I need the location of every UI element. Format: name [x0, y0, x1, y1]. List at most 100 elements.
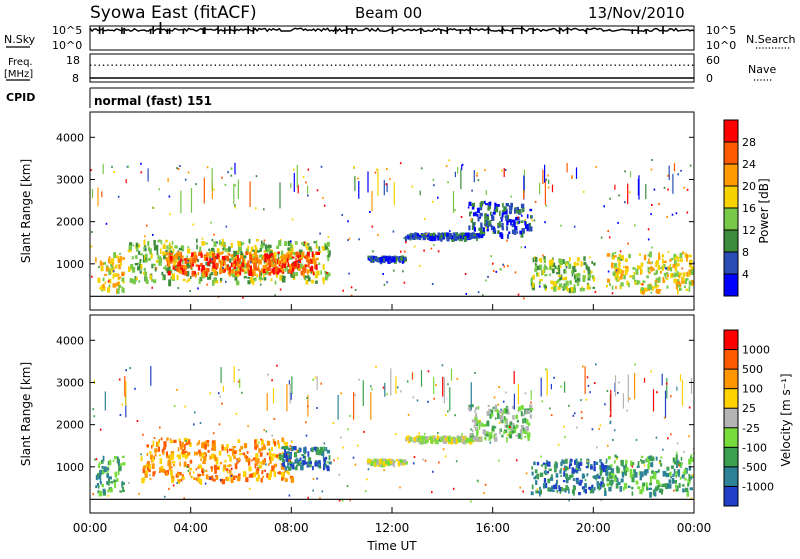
- x-tick-label: 00:00: [73, 521, 108, 535]
- data-cell: [673, 259, 677, 265]
- data-cell: [655, 486, 658, 492]
- data-cell: [586, 376, 589, 379]
- data-cell: [431, 283, 434, 285]
- data-cell: [690, 378, 693, 394]
- data-cell: [640, 471, 644, 478]
- data-cell: [374, 461, 376, 468]
- data-cell: [404, 235, 407, 242]
- data-cell: [493, 209, 496, 215]
- data-cell: [289, 447, 293, 451]
- data-cell: [677, 284, 681, 288]
- data-cell: [501, 212, 504, 218]
- data-cell: [520, 429, 523, 433]
- data-cell: [350, 286, 353, 289]
- data-cell: [377, 169, 379, 196]
- data-cell: [683, 272, 686, 277]
- data-cell: [277, 471, 281, 475]
- data-cell: [252, 457, 256, 461]
- data-cell: [320, 270, 322, 275]
- data-cell: [390, 258, 393, 263]
- data-cell: [643, 377, 646, 383]
- data-cell: [283, 452, 287, 458]
- data-cell: [550, 477, 554, 481]
- data-cell: [270, 447, 273, 451]
- data-cell: [468, 404, 472, 409]
- data-cell: [193, 423, 195, 426]
- data-cell: [566, 477, 569, 484]
- data-cell: [480, 422, 484, 427]
- data-cell: [515, 216, 519, 221]
- data-cell: [200, 268, 204, 273]
- data-cell: [162, 276, 164, 281]
- data-cell: [489, 220, 492, 223]
- data-cell: [568, 287, 571, 294]
- data-cell: [544, 221, 546, 224]
- data-cell: [193, 251, 196, 256]
- data-cell: [236, 271, 240, 274]
- data-cell: [253, 472, 256, 478]
- data-cell: [426, 234, 430, 241]
- data-cell: [260, 283, 262, 286]
- data-cell: [249, 253, 252, 259]
- data-cell: [290, 240, 292, 243]
- data-cell: [448, 159, 450, 162]
- x-tick-label: 04:00: [173, 521, 208, 535]
- data-cell: [668, 483, 672, 489]
- data-cell: [492, 406, 495, 409]
- data-cell: [515, 424, 518, 429]
- data-cell: [505, 409, 508, 414]
- data-cell: [455, 460, 458, 463]
- data-cell: [573, 412, 576, 415]
- data-cell: [583, 256, 586, 261]
- data-cell: [268, 244, 272, 249]
- data-cell: [189, 459, 193, 464]
- data-cell: [476, 235, 478, 242]
- data-cell: [662, 448, 664, 451]
- data-cell: [219, 259, 222, 262]
- data-cell: [546, 459, 548, 466]
- data-cell: [646, 487, 648, 491]
- data-cell: [433, 235, 437, 241]
- data-cell: [384, 382, 386, 397]
- data-cell: [463, 236, 467, 242]
- data-cell: [211, 258, 213, 261]
- data-cell: [669, 263, 672, 268]
- data-cell: [564, 458, 568, 464]
- data-cell: [176, 454, 180, 458]
- data-cell: [612, 439, 614, 441]
- data-cell: [292, 462, 295, 466]
- data-cell: [187, 278, 190, 282]
- data-cell: [211, 268, 213, 272]
- data-cell: [549, 487, 552, 492]
- data-cell: [393, 269, 395, 272]
- data-cell: [530, 408, 534, 411]
- data-cell: [611, 253, 614, 259]
- data-cell: [195, 264, 199, 267]
- data-cell: [688, 435, 690, 438]
- data-cell: [307, 270, 309, 275]
- data-cell: [438, 235, 442, 239]
- data-cell: [587, 269, 591, 274]
- data-cell: [675, 454, 678, 460]
- data-cell: [297, 261, 300, 264]
- data-cell: [512, 425, 516, 429]
- data-cell: [167, 177, 169, 183]
- data-cell: [544, 164, 546, 183]
- data-cell: [372, 250, 374, 253]
- data-cell: [517, 433, 521, 439]
- data-cell: [169, 242, 171, 248]
- data-cell: [248, 459, 251, 466]
- data-cell: [446, 236, 449, 239]
- data-cell: [629, 191, 631, 194]
- data-cell: [682, 489, 685, 493]
- data-cell: [544, 464, 547, 470]
- data-cell: [468, 201, 472, 206]
- data-cell: [677, 256, 680, 263]
- data-cell: [291, 441, 293, 444]
- station-title: Syowa East (fitACF): [90, 3, 257, 23]
- data-cell: [267, 260, 272, 266]
- data-cell: [623, 482, 628, 489]
- data-cell: [187, 248, 191, 254]
- data-cell: [100, 469, 104, 474]
